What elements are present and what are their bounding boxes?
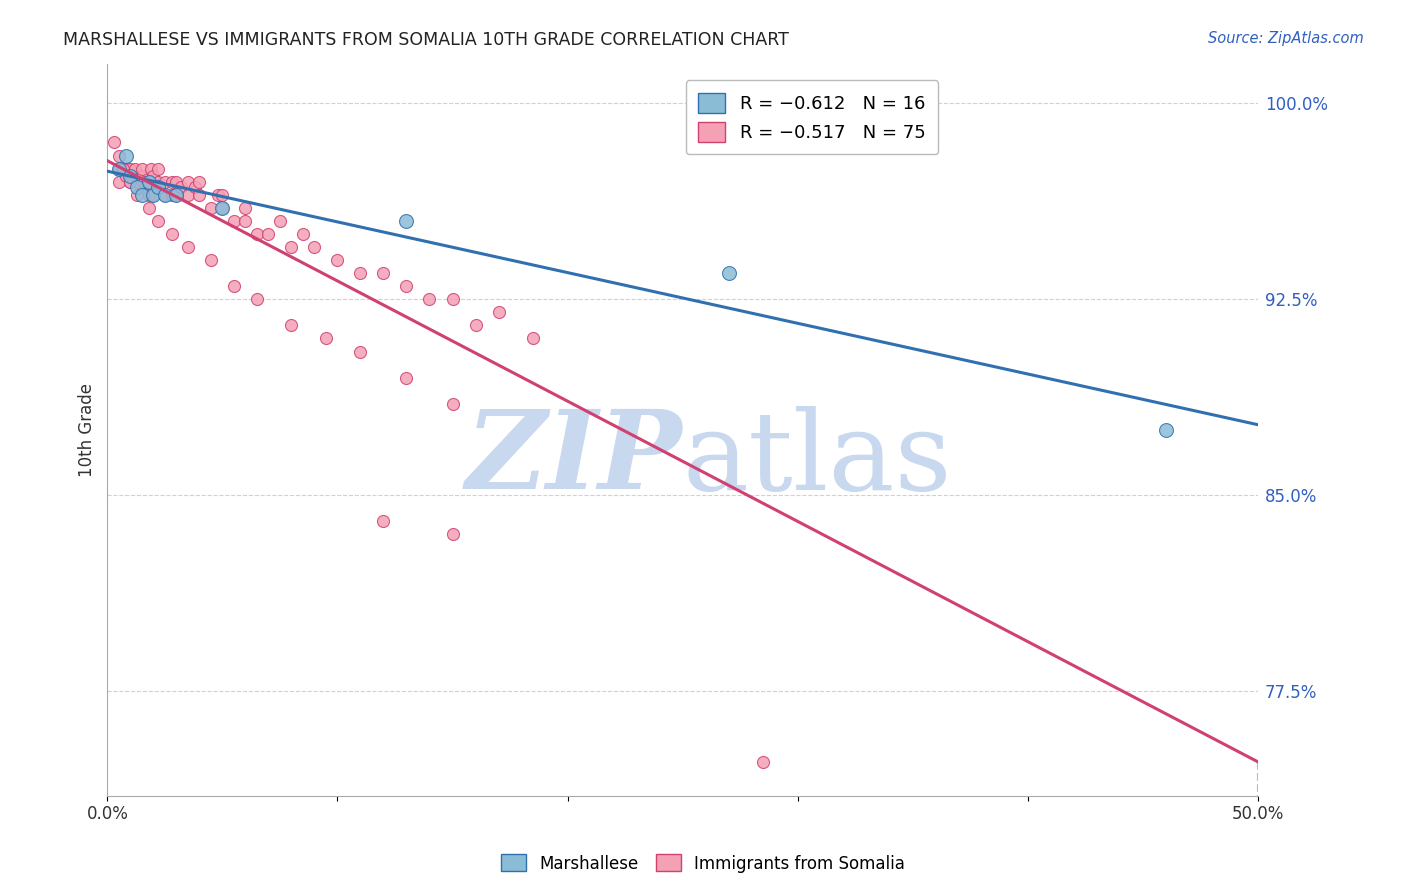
Text: Source: ZipAtlas.com: Source: ZipAtlas.com: [1208, 31, 1364, 46]
Point: [165, 187, 187, 202]
Point: [138, 201, 160, 215]
Point: [146, 175, 169, 189]
Point: [488, 305, 510, 319]
Point: [326, 253, 349, 268]
Point: [222, 279, 245, 293]
Point: [188, 187, 211, 202]
Point: [131, 169, 153, 184]
Point: [373, 266, 395, 280]
Point: [464, 318, 486, 333]
Point: [246, 292, 269, 306]
Point: [139, 161, 162, 176]
Point: [160, 227, 183, 241]
Text: MARSHALLESE VS IMMIGRANTS FROM SOMALIA 10TH GRADE CORRELATION CHART: MARSHALLESE VS IMMIGRANTS FROM SOMALIA 1…: [63, 31, 789, 49]
Point: [146, 161, 169, 176]
Point: [127, 187, 149, 202]
Point: [112, 161, 135, 176]
Point: [108, 161, 131, 176]
Point: [395, 279, 418, 293]
Point: [120, 169, 142, 184]
Point: [153, 175, 176, 189]
Point: [441, 527, 464, 541]
Legend: Marshallese, Immigrants from Somalia: Marshallese, Immigrants from Somalia: [495, 847, 911, 880]
Point: [315, 331, 337, 345]
Point: [153, 187, 176, 202]
Point: [349, 344, 371, 359]
Legend: R = −0.612   N = 16, R = −0.517   N = 75: R = −0.612 N = 16, R = −0.517 N = 75: [686, 80, 938, 154]
Point: [269, 214, 291, 228]
Text: ZIP: ZIP: [465, 406, 682, 513]
Point: [117, 161, 139, 176]
Point: [395, 370, 418, 384]
Y-axis label: 10th Grade: 10th Grade: [79, 383, 96, 477]
Point: [142, 169, 165, 184]
Point: [146, 180, 169, 194]
Point: [108, 175, 131, 189]
Point: [304, 240, 326, 254]
Point: [177, 175, 200, 189]
Point: [441, 292, 464, 306]
Point: [373, 514, 395, 528]
Point: [211, 201, 233, 215]
Point: [441, 397, 464, 411]
Point: [146, 214, 169, 228]
Point: [291, 227, 314, 241]
Point: [138, 175, 160, 189]
Point: [108, 161, 131, 176]
Point: [257, 227, 280, 241]
Point: [120, 175, 142, 189]
Point: [127, 175, 149, 189]
Point: [188, 175, 211, 189]
Point: [153, 187, 176, 202]
Point: [211, 201, 233, 215]
Point: [1154, 423, 1177, 437]
Text: atlas: atlas: [682, 406, 952, 513]
Point: [114, 169, 136, 184]
Point: [131, 187, 153, 202]
Point: [222, 214, 245, 228]
Point: [112, 161, 135, 176]
Point: [349, 266, 371, 280]
Point: [120, 161, 142, 176]
Point: [134, 175, 156, 189]
Point: [165, 187, 187, 202]
Point: [184, 180, 207, 194]
Point: [165, 175, 187, 189]
Point: [200, 201, 222, 215]
Point: [108, 148, 131, 162]
Point: [280, 240, 302, 254]
Point: [124, 161, 146, 176]
Point: [522, 331, 544, 345]
Point: [235, 214, 257, 228]
Point: [160, 187, 183, 202]
Point: [280, 318, 302, 333]
Point: [177, 240, 200, 254]
Point: [395, 214, 418, 228]
Point: [160, 175, 183, 189]
Point: [138, 187, 160, 202]
Point: [170, 180, 193, 194]
Point: [142, 187, 165, 202]
Point: [131, 161, 153, 176]
Point: [510, 423, 533, 437]
Point: [752, 755, 775, 769]
Point: [200, 253, 222, 268]
Point: [717, 266, 740, 280]
Point: [138, 175, 160, 189]
Point: [207, 187, 229, 202]
Point: [211, 187, 233, 202]
Point: [127, 180, 149, 194]
Point: [120, 175, 142, 189]
Point: [103, 136, 125, 150]
Point: [246, 227, 269, 241]
Point: [114, 148, 136, 162]
Point: [235, 201, 257, 215]
Point: [142, 187, 165, 202]
Point: [177, 187, 200, 202]
Point: [418, 292, 440, 306]
